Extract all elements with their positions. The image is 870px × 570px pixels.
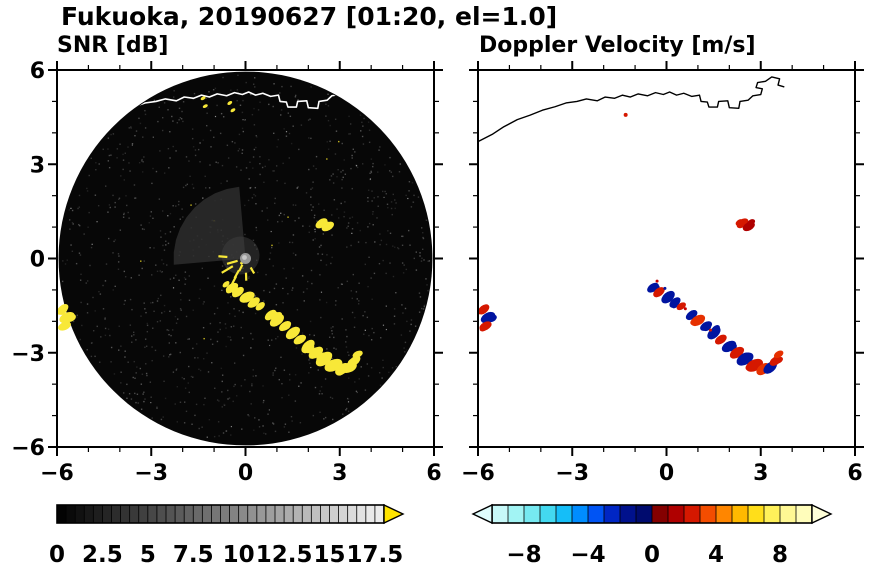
svg-text:0: 0	[238, 461, 253, 486]
svg-text:3: 3	[753, 461, 768, 486]
snr-colorbar: 0 2.5 5 7.5 10 12.5 15 17.5	[49, 503, 405, 568]
doppler-panel-title: Doppler Velocity [m/s]	[479, 33, 756, 58]
svg-text:3: 3	[30, 153, 45, 178]
svg-text:0: 0	[30, 248, 45, 273]
doppler-colorbar-under-arrow	[471, 503, 493, 525]
svg-text:−3: −3	[555, 461, 589, 486]
svg-text:7.5: 7.5	[173, 542, 214, 568]
doppler-colorbar: −8 −4 0 4 8	[471, 503, 833, 568]
doppler-coastline	[477, 76, 785, 143]
svg-text:0: 0	[659, 461, 674, 486]
snr-colorbar-over-arrow	[383, 503, 405, 525]
doppler-axes: −6 −3 0 3 6	[461, 61, 864, 486]
svg-text:−3: −3	[11, 342, 45, 367]
svg-text:0: 0	[49, 542, 65, 568]
snr-axes: −6 −3 0 3 6 −6 −3 0 3 6	[11, 59, 443, 486]
svg-text:−6: −6	[40, 461, 74, 486]
svg-text:8: 8	[772, 542, 788, 568]
svg-text:6: 6	[426, 461, 441, 486]
svg-text:6: 6	[847, 461, 862, 486]
svg-text:17.5: 17.5	[347, 542, 404, 568]
doppler-colorbar-over-arrow	[811, 503, 833, 525]
svg-text:5: 5	[140, 542, 156, 568]
snr-panel-title: SNR [dB]	[57, 33, 169, 58]
snr-noise-layer	[59, 74, 430, 438]
svg-text:12.5: 12.5	[256, 542, 313, 568]
svg-text:15: 15	[313, 542, 345, 568]
svg-text:2.5: 2.5	[82, 542, 123, 568]
svg-text:0: 0	[644, 542, 660, 568]
doppler-scan	[477, 76, 785, 376]
snr-echoes	[56, 96, 363, 376]
svg-text:10: 10	[223, 542, 255, 568]
svg-text:−4: −4	[570, 542, 605, 568]
svg-text:−6: −6	[461, 461, 495, 486]
svg-text:4: 4	[708, 542, 724, 568]
svg-text:−6: −6	[11, 436, 45, 461]
svg-text:3: 3	[332, 461, 347, 486]
svg-text:6: 6	[30, 59, 45, 84]
svg-text:−3: −3	[134, 461, 168, 486]
svg-text:−8: −8	[506, 542, 541, 568]
snr-scan	[56, 71, 433, 446]
figure-title: Fukuoka, 20190627 [01:20, el=1.0]	[61, 2, 558, 31]
